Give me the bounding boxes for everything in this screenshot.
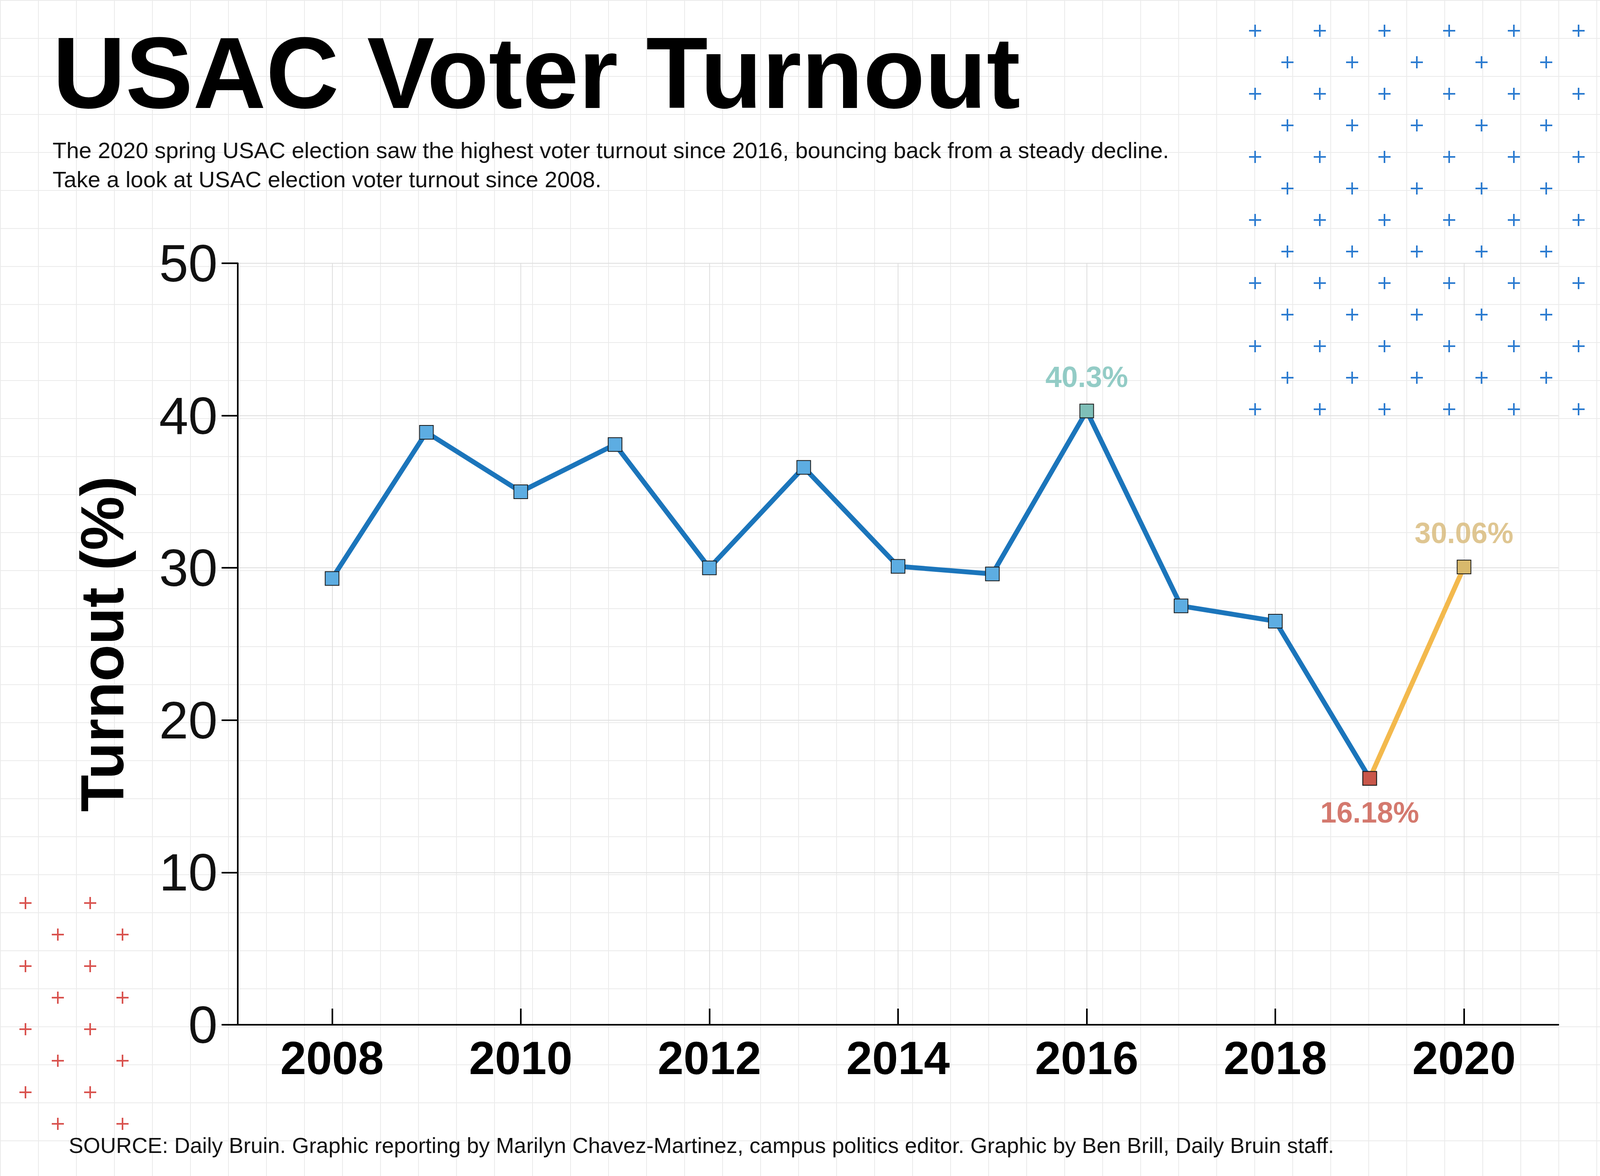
svg-text:30: 30 bbox=[158, 538, 218, 598]
svg-text:Turnout (%): Turnout (%) bbox=[68, 475, 137, 812]
svg-text:30.06%: 30.06% bbox=[1414, 516, 1514, 550]
svg-text:The 2020 spring USAC election: The 2020 spring USAC election saw the hi… bbox=[52, 137, 1176, 163]
svg-text:2020: 2020 bbox=[1412, 1031, 1516, 1084]
svg-text:40.3%: 40.3% bbox=[1045, 360, 1128, 394]
svg-text:SOURCE: Daily Bruin. Graphic r: SOURCE: Daily Bruin. Graphic reporting b… bbox=[68, 1132, 1334, 1158]
svg-text:0: 0 bbox=[188, 995, 218, 1055]
svg-text:10: 10 bbox=[158, 842, 218, 902]
svg-text:2008: 2008 bbox=[280, 1031, 384, 1084]
svg-text:2018: 2018 bbox=[1223, 1031, 1328, 1084]
svg-text:40: 40 bbox=[158, 386, 218, 446]
svg-text:50: 50 bbox=[158, 233, 218, 293]
svg-text:2012: 2012 bbox=[657, 1031, 762, 1084]
svg-text:USAC Voter Turnout: USAC Voter Turnout bbox=[52, 16, 1021, 130]
svg-text:16.18%: 16.18% bbox=[1320, 796, 1419, 829]
svg-text:2016: 2016 bbox=[1035, 1031, 1139, 1084]
svg-text:20: 20 bbox=[158, 690, 218, 750]
svg-text:2010: 2010 bbox=[469, 1031, 573, 1084]
svg-text:2014: 2014 bbox=[846, 1031, 950, 1084]
svg-text:Take a look at USAC election v: Take a look at USAC election voter turno… bbox=[52, 166, 602, 193]
